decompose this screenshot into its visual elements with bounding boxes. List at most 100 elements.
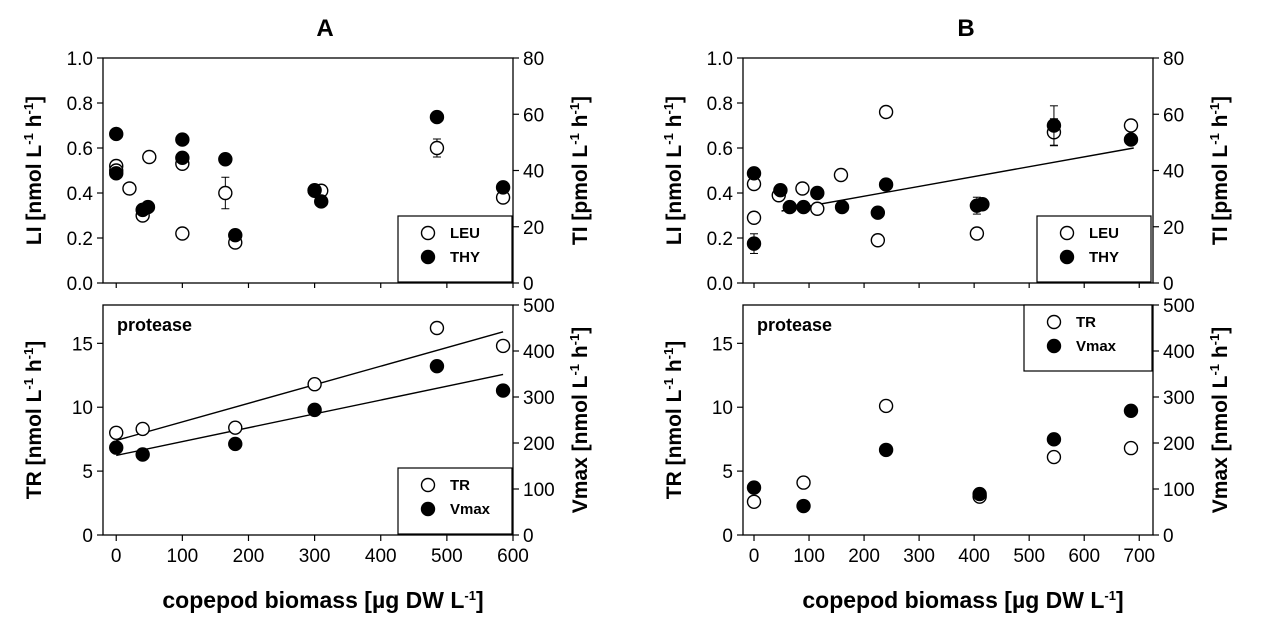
point-thy: [870, 205, 886, 220]
point-vmax: [878, 442, 894, 458]
point-leu: [795, 181, 810, 196]
right-tick-label: 80: [1163, 49, 1184, 70]
right-tick-label: 40: [1163, 162, 1184, 183]
left-tick-label: 10: [72, 398, 93, 419]
legend-marker: [420, 477, 436, 493]
right-tick-label: 100: [523, 480, 555, 501]
point-tr: [746, 494, 762, 509]
point-thy: [228, 227, 243, 243]
point-thy: [1046, 118, 1062, 133]
point-leu: [969, 226, 985, 241]
right-tick-label: 80: [523, 49, 544, 70]
point-thy: [975, 197, 990, 212]
x-axis-label: copepod biomass [µg DW L-1]: [802, 587, 1123, 613]
left-tick-label: 0.4: [67, 184, 94, 205]
point-leu: [218, 185, 233, 201]
panel-b: 0.0 0.2 0.4 0.6 0.8 1.0 0 20 40 60 80 LEU THY: [707, 49, 1185, 295]
point-tr: [1123, 440, 1139, 456]
point-thy: [796, 199, 811, 215]
legend: TR Vmax: [1023, 304, 1153, 372]
panel-annotation: protease: [757, 315, 832, 335]
legend-box: [1023, 304, 1153, 372]
point-vmax: [135, 447, 150, 462]
y-axis-label: LI [nmol L-1 h-1]: [661, 96, 686, 245]
left-tick-label: 5: [722, 462, 733, 483]
right-tick-label: 40: [523, 162, 544, 183]
plot-frame: [102, 304, 514, 536]
legend: TR Vmax: [397, 467, 513, 535]
right-tick-label: 500: [1163, 296, 1195, 317]
legend-marker: [1046, 314, 1062, 330]
point-leu: [175, 226, 190, 241]
x-tick-label: 300: [903, 546, 935, 567]
point-leu: [746, 210, 762, 225]
left-tick-label: 0.0: [707, 274, 733, 295]
point-vmax: [228, 436, 243, 452]
left-tick-label: 1.0: [707, 49, 733, 70]
y-axis-label: TR [nmol L-1 h-1]: [661, 341, 686, 499]
point-leu: [870, 233, 886, 248]
left-tick-label: 0.6: [67, 139, 93, 160]
legend-marker: [1059, 249, 1075, 265]
point-tr: [1046, 449, 1062, 465]
right-tick-label: 20: [1163, 218, 1184, 239]
point-thy: [109, 126, 124, 142]
left-tick-label: 0.8: [67, 94, 93, 115]
point-vmax: [972, 486, 987, 502]
legend-label: THY: [450, 249, 480, 266]
left-tick-label: 0.2: [707, 229, 733, 250]
point-thy: [429, 109, 445, 125]
left-tick-label: 1.0: [67, 49, 93, 70]
panel-title: A: [316, 15, 333, 42]
legend-marker: [1059, 225, 1075, 241]
panel-b-bottom: 0 5 10 15 0 100 200 300 400 500 0 100 200 300 400 500 60…: [712, 296, 1195, 567]
point-tr: [429, 320, 445, 336]
x-tick-label: 200: [233, 546, 265, 567]
x-tick-label: 200: [848, 546, 880, 567]
x-tick-label: 300: [299, 546, 331, 567]
point-vmax: [796, 498, 811, 514]
y2-axis-label: TI [pmol L-1 h-1]: [567, 96, 592, 245]
point-thy: [834, 199, 850, 215]
point-vmax: [1123, 403, 1139, 418]
right-tick-label: 400: [523, 342, 555, 363]
point-vmax: [1046, 432, 1062, 447]
point-thy: [495, 180, 511, 195]
left-tick-label: 5: [82, 462, 93, 483]
point-tr: [796, 475, 811, 490]
right-tick-label: 300: [523, 388, 555, 409]
plot-frame: [742, 304, 1154, 536]
point-thy: [1123, 132, 1139, 147]
point-tr: [109, 425, 124, 440]
point-thy: [314, 194, 329, 209]
right-tick-label: 400: [1163, 342, 1195, 363]
point-thy: [175, 150, 190, 166]
left-tick-label: 0: [82, 526, 93, 547]
point-tr: [878, 398, 894, 414]
legend-label: LEU: [1089, 225, 1119, 242]
point-leu: [810, 201, 825, 216]
point-thy: [773, 182, 788, 198]
point-thy: [746, 236, 762, 251]
x-tick-label: 100: [793, 546, 825, 567]
panel-title: B: [957, 15, 974, 42]
point-vmax: [109, 440, 124, 455]
legend: LEU THY: [1036, 215, 1152, 283]
point-leu: [833, 167, 849, 183]
panel-a: 0.0 0.2 0.4 0.6 0.8 1.0 0 20 40 60 80 LEU THY: [67, 49, 545, 295]
y-axis-label: TR [nmol L-1 h-1]: [21, 341, 46, 499]
right-tick-label: 0: [1163, 274, 1174, 295]
point-vmax: [429, 358, 445, 374]
point-tr: [495, 338, 511, 354]
point-tr: [307, 377, 322, 392]
left-tick-label: 0.8: [707, 94, 733, 115]
x-axis-label: copepod biomass [µg DW L-1]: [162, 587, 483, 613]
left-tick-label: 0.0: [67, 274, 93, 295]
x-tick-label: 0: [749, 546, 760, 567]
legend-marker: [420, 501, 436, 517]
right-tick-label: 200: [523, 434, 555, 455]
left-tick-label: 15: [72, 334, 93, 355]
point-leu: [142, 149, 157, 165]
point-thy: [810, 185, 825, 201]
